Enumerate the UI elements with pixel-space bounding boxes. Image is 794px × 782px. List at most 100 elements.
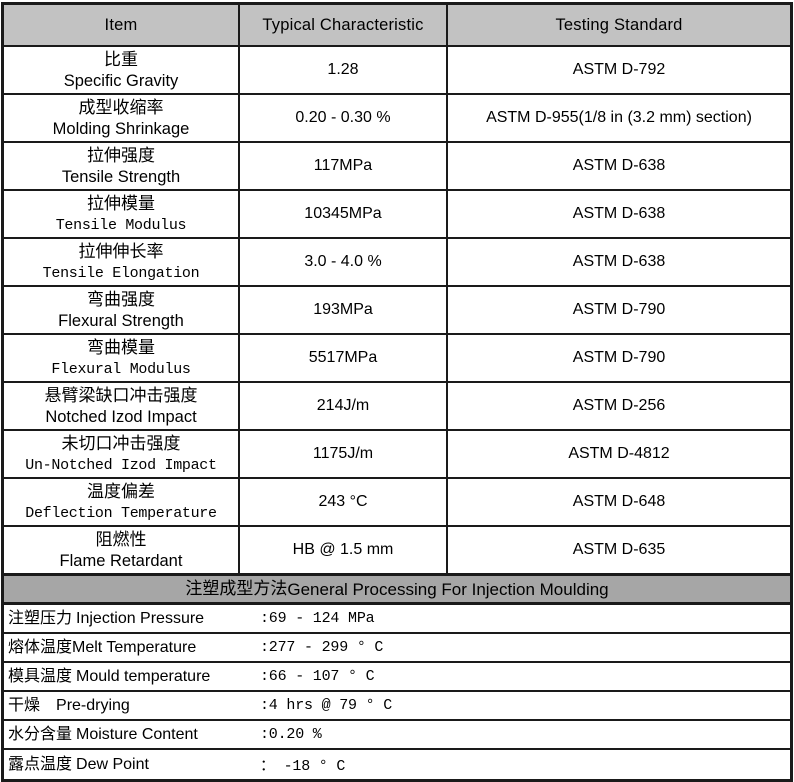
proc-row-dew-point: 露点温度 Dew Point ： -18 ° C	[4, 750, 790, 779]
value-cell: 3.0 - 4.0 %	[240, 239, 448, 287]
proc-row-moisture-content: 水分含量 Moisture Content :0.20 %	[4, 721, 790, 750]
item-cell: 未切口冲击强度 Un-Notched Izod Impact	[4, 431, 240, 479]
table-row-specific-gravity: 比重 Specific Gravity 1.28 ASTM D-792	[4, 47, 790, 95]
standard-cell: ASTM D-790	[448, 335, 790, 383]
standard-text: ASTM D-256	[572, 397, 666, 414]
proc-label-en: Moisture Content	[76, 725, 198, 743]
table-row-unnotched-izod-impact: 未切口冲击强度 Un-Notched Izod Impact 1175J/m A…	[4, 431, 790, 479]
value-cell: 1175J/m	[240, 431, 448, 479]
processing-section-header: 注塑成型方法 General Processing For Injection M…	[4, 575, 790, 605]
value-text: 1.28	[327, 61, 359, 78]
proc-row-pre-drying: 干燥 Pre-drying :4 hrs @ 79 ° C	[4, 692, 790, 721]
item-label-zh: 比重	[104, 49, 138, 69]
col-header-standard-label: Testing Standard	[555, 15, 683, 34]
proc-value: ： -18 ° C	[260, 758, 346, 775]
standard-cell: ASTM D-638	[448, 239, 790, 287]
item-label-en: Deflection Temperature	[25, 504, 217, 522]
value-text: 214J/m	[316, 397, 370, 414]
standard-cell: ASTM D-790	[448, 287, 790, 335]
standard-cell: ASTM D-256	[448, 383, 790, 431]
proc-value: :66 - 107 ° C	[260, 668, 375, 685]
item-label-en: Molding Shrinkage	[52, 119, 190, 138]
table-row-deflection-temperature: 温度偏差 Deflection Temperature 243 °C ASTM …	[4, 479, 790, 527]
table-row-notched-izod-impact: 悬臂梁缺口冲击强度 Notched Izod Impact 214J/m AST…	[4, 383, 790, 431]
col-header-typical-characteristic: Typical Characteristic	[240, 5, 448, 47]
table-row-flexural-modulus: 弯曲模量 Flexural Modulus 5517MPa ASTM D-790	[4, 335, 790, 383]
value-cell: 117MPa	[240, 143, 448, 191]
table-header-row: Item Typical Characteristic Testing Stan…	[4, 5, 790, 47]
item-label-en: Flexural Strength	[58, 311, 184, 330]
proc-row-mould-temperature: 模具温度 Mould temperature :66 - 107 ° C	[4, 663, 790, 692]
proc-value: :69 - 124 MPa	[260, 610, 375, 627]
proc-label-en: Dew Point	[76, 755, 149, 773]
item-cell: 比重 Specific Gravity	[4, 47, 240, 95]
item-label-zh: 拉伸伸长率	[78, 241, 164, 261]
proc-label: 露点温度 Dew Point	[8, 754, 260, 776]
item-label-zh: 阻燃性	[95, 529, 147, 549]
value-cell: 5517MPa	[240, 335, 448, 383]
item-label-zh: 悬臂梁缺口冲击强度	[44, 385, 198, 405]
proc-label: 熔体温度 Melt Temperature	[8, 637, 260, 659]
proc-value: :4 hrs @ 79 ° C	[260, 697, 393, 714]
item-label-zh: 拉伸强度	[87, 145, 155, 165]
item-cell: 拉伸强度 Tensile Strength	[4, 143, 240, 191]
value-text: 10345MPa	[304, 205, 382, 222]
proc-label-en: Injection Pressure	[76, 609, 205, 627]
proc-label: 注塑压力 Injection Pressure	[8, 608, 260, 630]
value-cell: 10345MPa	[240, 191, 448, 239]
proc-label-zh: 干燥	[8, 696, 57, 714]
proc-label-zh: 水分含量	[8, 725, 77, 743]
proc-label-zh: 模具温度	[8, 667, 77, 685]
proc-label: 模具温度 Mould temperature	[8, 666, 260, 688]
standard-cell: ASTM D-792	[448, 47, 790, 95]
value-text: 243 °C	[318, 493, 368, 510]
item-label-zh: 弯曲模量	[87, 337, 155, 357]
value-text: 193MPa	[313, 301, 373, 318]
item-label-en: Notched Izod Impact	[45, 407, 197, 426]
table-row-molding-shrinkage: 成型收缩率 Molding Shrinkage 0.20 - 0.30 % AS…	[4, 95, 790, 143]
table-row-flame-retardant: 阻燃性 Flame Retardant HB @ 1.5 mm ASTM D-6…	[4, 527, 790, 575]
item-label-en: Specific Gravity	[63, 71, 179, 90]
table-row-tensile-modulus: 拉伸模量 Tensile Modulus 10345MPa ASTM D-638	[4, 191, 790, 239]
standard-cell: ASTM D-635	[448, 527, 790, 575]
item-label-en: Flexural Modulus	[51, 360, 191, 378]
proc-label-en: Pre-drying	[56, 696, 130, 714]
value-text: HB @ 1.5 mm	[292, 541, 394, 558]
value-cell: 1.28	[240, 47, 448, 95]
proc-label-zh: 露点温度	[8, 755, 77, 773]
proc-label: 干燥 Pre-drying	[8, 695, 260, 717]
proc-label-en: Melt Temperature	[72, 638, 197, 656]
item-cell: 温度偏差 Deflection Temperature	[4, 479, 240, 527]
col-header-testing-standard: Testing Standard	[448, 5, 790, 47]
standard-text: ASTM D-4812	[568, 445, 670, 462]
item-cell: 拉伸模量 Tensile Modulus	[4, 191, 240, 239]
col-header-item: Item	[4, 5, 240, 47]
standard-text: ASTM D-792	[572, 61, 666, 78]
item-label-zh: 成型收缩率	[78, 97, 164, 117]
value-cell: 193MPa	[240, 287, 448, 335]
table-row-flexural-strength: 弯曲强度 Flexural Strength 193MPa ASTM D-790	[4, 287, 790, 335]
item-label-en: Tensile Strength	[61, 167, 181, 186]
proc-row-melt-temperature: 熔体温度 Melt Temperature :277 - 299 ° C	[4, 634, 790, 663]
standard-cell: ASTM D-638	[448, 191, 790, 239]
proc-row-injection-pressure: 注塑压力 Injection Pressure :69 - 124 MPa	[4, 605, 790, 634]
standard-cell: ASTM D-955(1/8 in (3.2 mm) section)	[448, 95, 790, 143]
proc-label-en: Mould temperature	[76, 667, 211, 685]
value-cell: 0.20 - 0.30 %	[240, 95, 448, 143]
value-text: 1175J/m	[312, 445, 374, 462]
item-cell: 阻燃性 Flame Retardant	[4, 527, 240, 575]
item-label-zh: 温度偏差	[87, 481, 155, 501]
proc-label-zh: 熔体温度	[8, 638, 73, 656]
standard-text: ASTM D-638	[572, 253, 666, 270]
value-text: 0.20 - 0.30 %	[295, 109, 391, 126]
proc-value: :277 - 299 ° C	[260, 639, 384, 656]
item-label-en: Un-Notched Izod Impact	[25, 456, 217, 474]
processing-section-title-zh: 注塑成型方法	[185, 579, 288, 598]
value-cell: 243 °C	[240, 479, 448, 527]
standard-text: ASTM D-648	[572, 493, 666, 510]
item-cell: 悬臂梁缺口冲击强度 Notched Izod Impact	[4, 383, 240, 431]
table-row-tensile-strength: 拉伸强度 Tensile Strength 117MPa ASTM D-638	[4, 143, 790, 191]
proc-label-zh: 注塑压力	[8, 609, 77, 627]
value-cell: 214J/m	[240, 383, 448, 431]
